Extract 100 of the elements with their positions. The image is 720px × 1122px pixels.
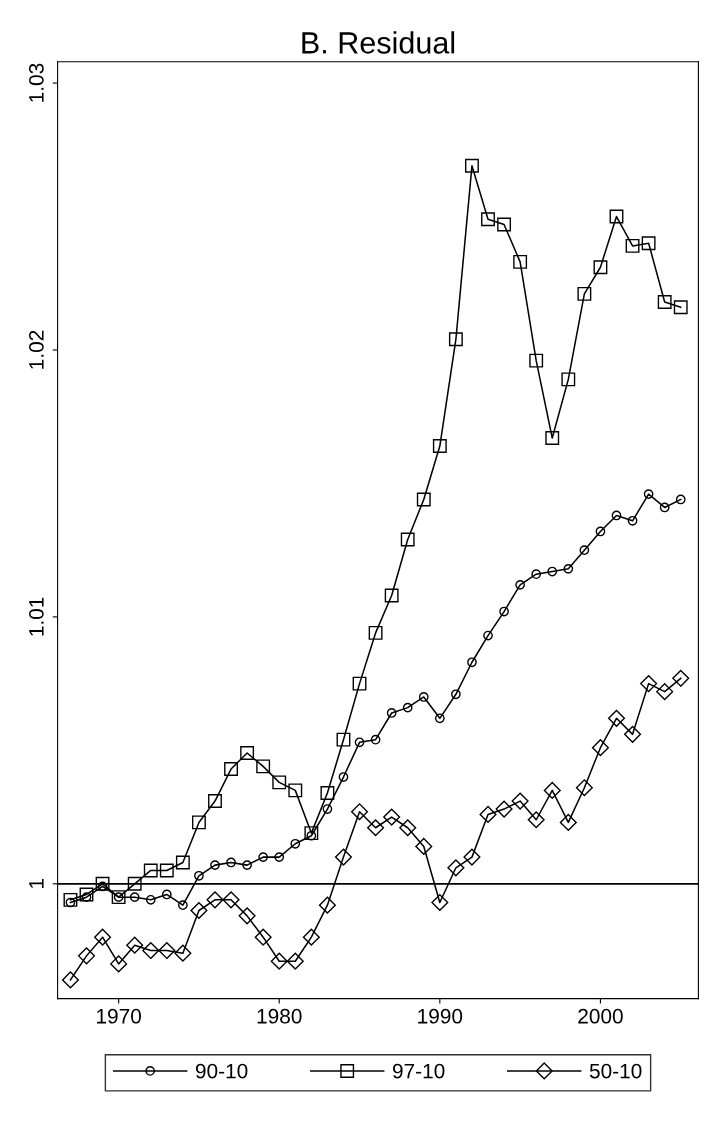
legend-label: 97-10 <box>392 1063 445 1079</box>
point <box>175 855 190 870</box>
point <box>222 891 240 909</box>
point <box>527 811 545 829</box>
point <box>499 606 509 617</box>
point <box>129 892 140 903</box>
point <box>370 734 381 745</box>
point <box>511 792 529 810</box>
point <box>543 781 561 799</box>
point <box>416 492 431 507</box>
point <box>302 928 320 946</box>
point <box>563 563 574 574</box>
point <box>65 897 76 908</box>
point <box>304 826 319 841</box>
point <box>143 863 158 878</box>
point <box>77 947 96 965</box>
point <box>338 772 349 782</box>
point <box>640 675 658 693</box>
point <box>577 286 592 301</box>
point <box>322 804 333 814</box>
point <box>224 762 238 776</box>
point <box>306 830 317 841</box>
point <box>418 692 429 702</box>
point <box>318 896 336 914</box>
point <box>159 863 174 878</box>
point <box>399 819 417 837</box>
point <box>258 852 269 862</box>
point <box>448 332 463 347</box>
point <box>513 254 528 269</box>
point <box>354 737 365 748</box>
point <box>624 725 642 743</box>
point <box>415 837 433 855</box>
y-tick-label: 1.03 <box>29 63 44 102</box>
point <box>288 783 303 798</box>
point <box>272 775 287 790</box>
point <box>561 372 576 387</box>
point <box>79 887 94 902</box>
point <box>625 238 640 253</box>
point <box>145 894 156 905</box>
point <box>432 439 447 454</box>
y-tick-label: 1 <box>29 879 44 889</box>
point <box>384 588 399 603</box>
point <box>627 515 638 526</box>
point <box>451 689 461 700</box>
point <box>529 353 544 368</box>
point <box>611 510 622 521</box>
point <box>367 819 385 837</box>
x-tick-label: 2000 <box>578 1008 623 1024</box>
legend-label: 50-10 <box>589 1063 642 1079</box>
point <box>190 901 208 920</box>
point <box>142 941 160 960</box>
point <box>575 779 593 797</box>
point <box>659 502 670 513</box>
point <box>467 657 477 668</box>
point <box>350 803 369 821</box>
point <box>402 702 413 713</box>
point <box>465 158 479 173</box>
point <box>559 813 577 831</box>
point <box>607 709 626 727</box>
point <box>208 794 222 809</box>
point <box>591 739 609 757</box>
y-tick-label: 1.02 <box>29 330 44 369</box>
point <box>383 808 401 826</box>
y-tick-label: 1.01 <box>29 597 44 636</box>
point <box>595 526 606 537</box>
point <box>481 212 495 227</box>
point <box>226 857 236 868</box>
point <box>463 848 481 866</box>
point <box>368 625 383 640</box>
point <box>656 683 674 701</box>
point <box>479 805 497 823</box>
point <box>274 852 285 862</box>
point <box>95 876 110 891</box>
point <box>238 907 256 925</box>
point <box>547 566 558 577</box>
chart-title: B. Residual <box>302 31 455 54</box>
point <box>254 928 272 946</box>
point <box>206 891 224 909</box>
point <box>495 800 513 818</box>
point <box>178 900 188 911</box>
point <box>675 494 686 505</box>
point <box>270 952 288 970</box>
point <box>210 860 220 870</box>
point <box>97 881 108 892</box>
point <box>579 545 590 556</box>
point <box>609 209 624 224</box>
point <box>240 746 255 760</box>
point <box>158 941 176 960</box>
point <box>242 860 252 870</box>
x-tick-label: 1990 <box>418 1008 463 1024</box>
point <box>672 669 690 687</box>
point <box>174 944 192 962</box>
point <box>127 876 142 891</box>
point <box>545 431 560 446</box>
point <box>81 892 92 903</box>
point <box>657 294 672 309</box>
point <box>515 580 525 590</box>
point <box>352 676 367 691</box>
point <box>194 870 204 881</box>
point <box>286 952 304 970</box>
